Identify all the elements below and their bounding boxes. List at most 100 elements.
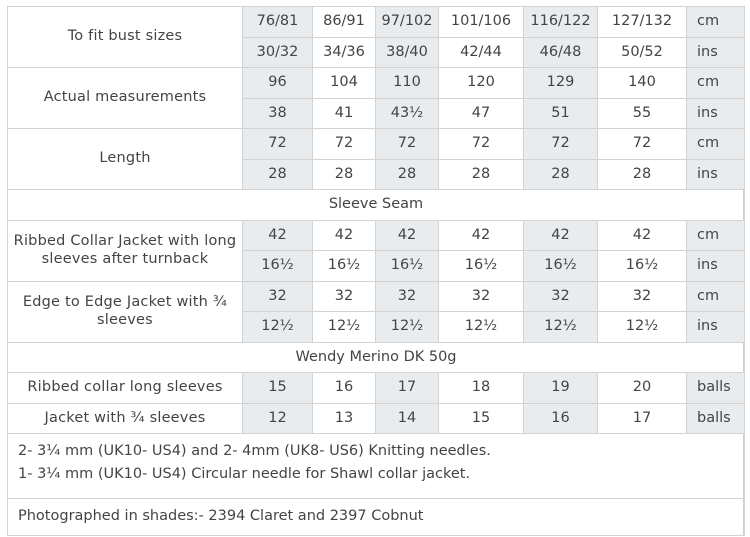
value-cell: 28 xyxy=(242,158,313,190)
value-cell: 55 xyxy=(597,97,687,129)
value-cell: 72 xyxy=(523,128,598,160)
unit-cell: cm xyxy=(686,128,745,160)
photographed-row: Photographed in shades:- 2394 Claret and… xyxy=(7,498,745,536)
needles-row: 2- 3¼ mm (UK10- US4) and 2- 4mm (UK8- US… xyxy=(7,433,745,499)
value-cell: 12½ xyxy=(438,311,524,343)
value-cell: 12½ xyxy=(597,311,687,343)
value-cell: 12½ xyxy=(523,311,598,343)
value-cell: 96 xyxy=(242,67,313,99)
ribbed-long-label: Ribbed collar long sleeves xyxy=(7,372,243,404)
unit-cell: ins xyxy=(686,97,745,129)
size-cell: 116/122 xyxy=(523,6,598,38)
balls-cell: 18 xyxy=(438,372,524,404)
value-cell: 28 xyxy=(523,158,598,190)
size-cell: 42/44 xyxy=(438,36,524,68)
value-cell: 129 xyxy=(523,67,598,99)
needles-note: 2- 3¼ mm (UK10- US4) and 2- 4mm (UK8- US… xyxy=(7,433,745,499)
value-cell: 120 xyxy=(438,67,524,99)
size-cell: 101/106 xyxy=(438,6,524,38)
length-label: Length xyxy=(7,128,243,190)
value-cell: 72 xyxy=(375,128,439,160)
balls-cell: 14 xyxy=(375,402,439,434)
value-cell: 140 xyxy=(597,67,687,99)
value-cell: 12½ xyxy=(242,311,313,343)
value-cell: 42 xyxy=(242,219,313,251)
value-cell: 32 xyxy=(312,280,376,312)
needles-line-1: 2- 3¼ mm (UK10- US4) and 2- 4mm (UK8- US… xyxy=(18,443,491,459)
balls-cell: 17 xyxy=(597,402,687,434)
value-cell: 16½ xyxy=(597,250,687,282)
needles-line-2: 1- 3¼ mm (UK10- US4) Circular needle for… xyxy=(18,466,471,482)
unit-cell: cm xyxy=(686,6,745,38)
value-cell: 16½ xyxy=(242,250,313,282)
size-cell: 46/48 xyxy=(523,36,598,68)
unit-cell: cm xyxy=(686,280,745,312)
jacket-balls-row: Jacket with ¾ sleeves 12 13 14 15 16 17 … xyxy=(7,402,745,434)
bust-ins-row: 30/32 34/36 38/40 42/44 46/48 50/52 ins xyxy=(8,36,745,68)
value-cell: 51 xyxy=(523,97,598,129)
size-cell: 50/52 xyxy=(597,36,687,68)
size-cell: 34/36 xyxy=(312,36,376,68)
value-cell: 72 xyxy=(438,128,524,160)
ribbed-jacket-cm-row: Ribbed Collar Jacket with long sleeves a… xyxy=(7,219,745,282)
sleeve-seam-heading: Sleeve Seam xyxy=(7,189,745,221)
bust-sizes-label: To fit bust sizes xyxy=(7,6,243,68)
size-cell: 86/91 xyxy=(312,6,376,38)
value-cell: 41 xyxy=(312,97,376,129)
size-table: To fit bust sizes 76/81 86/91 97/102 101… xyxy=(7,6,745,536)
balls-cell: 16 xyxy=(523,402,598,434)
value-cell: 42 xyxy=(312,219,376,251)
value-cell: 12½ xyxy=(375,311,439,343)
balls-cell: 12 xyxy=(242,402,313,434)
value-cell: 72 xyxy=(597,128,687,160)
size-cell: 127/132 xyxy=(597,6,687,38)
yarn-row: Wendy Merino DK 50g xyxy=(7,341,745,373)
value-cell: 38 xyxy=(242,97,313,129)
value-cell: 28 xyxy=(438,158,524,190)
value-cell: 104 xyxy=(312,67,376,99)
size-cell: 38/40 xyxy=(375,36,439,68)
ribbed-jacket-label: Ribbed Collar Jacket with long sleeves a… xyxy=(7,219,243,282)
edge-jacket-cm-row: Edge to Edge Jacket with ¾ sleeves 32 32… xyxy=(7,280,745,343)
actual-measurements-label: Actual measurements xyxy=(7,67,243,129)
balls-cell: 15 xyxy=(438,402,524,434)
value-cell: 12½ xyxy=(312,311,376,343)
value-cell: 16½ xyxy=(312,250,376,282)
bust-cm-row: To fit bust sizes 76/81 86/91 97/102 101… xyxy=(7,6,745,68)
unit-cell: cm xyxy=(686,67,745,99)
balls-cell: 19 xyxy=(523,372,598,404)
unit-cell: balls xyxy=(686,372,745,404)
balls-cell: 16 xyxy=(312,372,376,404)
size-cell: 97/102 xyxy=(375,6,439,38)
value-cell: 28 xyxy=(597,158,687,190)
value-cell: 72 xyxy=(242,128,313,160)
unit-cell: ins xyxy=(686,36,745,68)
size-cell: 30/32 xyxy=(242,36,313,68)
unit-cell: balls xyxy=(686,402,745,434)
photographed-note: Photographed in shades:- 2394 Claret and… xyxy=(7,498,745,536)
value-cell: 47 xyxy=(438,97,524,129)
value-cell: 32 xyxy=(597,280,687,312)
jacket-three-quarter-label: Jacket with ¾ sleeves xyxy=(7,402,243,434)
value-cell: 16½ xyxy=(438,250,524,282)
ribbed-jacket-ins-row: 16½ 16½ 16½ 16½ 16½ 16½ ins xyxy=(8,250,745,282)
value-cell: 110 xyxy=(375,67,439,99)
yarn-heading: Wendy Merino DK 50g xyxy=(7,341,745,373)
value-cell: 72 xyxy=(312,128,376,160)
value-cell: 28 xyxy=(375,158,439,190)
value-cell: 42 xyxy=(523,219,598,251)
value-cell: 16½ xyxy=(375,250,439,282)
balls-cell: 20 xyxy=(597,372,687,404)
sleeve-seam-row: Sleeve Seam xyxy=(7,189,745,221)
value-cell: 42 xyxy=(438,219,524,251)
unit-cell: cm xyxy=(686,219,745,251)
actual-ins-row: 38 41 43½ 47 51 55 ins xyxy=(8,97,745,129)
value-cell: 42 xyxy=(597,219,687,251)
value-cell: 43½ xyxy=(375,97,439,129)
value-cell: 32 xyxy=(438,280,524,312)
size-cell: 76/81 xyxy=(242,6,313,38)
value-cell: 28 xyxy=(312,158,376,190)
value-cell: 42 xyxy=(375,219,439,251)
edge-jacket-label: Edge to Edge Jacket with ¾ sleeves xyxy=(7,280,243,343)
unit-cell: ins xyxy=(686,158,745,190)
